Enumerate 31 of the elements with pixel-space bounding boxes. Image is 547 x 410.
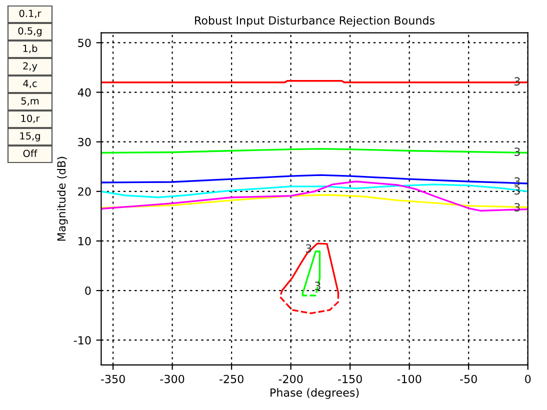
x-tick-label: -200 (278, 374, 303, 384)
annotation: 3 (306, 244, 312, 253)
annotation: 3 (514, 203, 520, 212)
x-tick-label: -300 (160, 374, 184, 384)
x-tick-label: -350 (100, 374, 125, 384)
text: 1,b (23, 44, 38, 54)
x-tick-label: -100 (397, 374, 422, 384)
y-tick-label: 0 (85, 286, 91, 295)
text: Off (23, 150, 38, 158)
text: 0.1,r (19, 10, 42, 18)
x-tick-label: -150 (338, 374, 362, 384)
text: 4,c (23, 80, 37, 88)
x-tick-label: 0 (525, 374, 531, 384)
x-axis-title: Phase (degrees) (270, 388, 359, 399)
text: 5,m (21, 97, 39, 106)
y-tick-label: 10 (78, 236, 91, 246)
y-tick-label: 20 (78, 187, 91, 196)
text: 2,y (23, 62, 38, 72)
y-axis-title: Magnitude (dB) (57, 156, 68, 241)
chart-title: Robust Input Disturbance Rejection Bounds (195, 16, 435, 27)
line-series (101, 174, 528, 184)
y-tick-label: -10 (74, 336, 91, 344)
annotation: 3 (315, 282, 320, 290)
y-tick-label: 50 (78, 38, 91, 48)
x-tick-label: -50 (460, 374, 477, 384)
text: 10,r (21, 114, 40, 124)
y-tick-label: 30 (78, 138, 91, 146)
x-tick-label: -250 (220, 374, 244, 384)
text: 0.5,g (18, 27, 42, 36)
y-tick-label: 40 (78, 88, 91, 97)
text: 15,g (20, 132, 40, 142)
